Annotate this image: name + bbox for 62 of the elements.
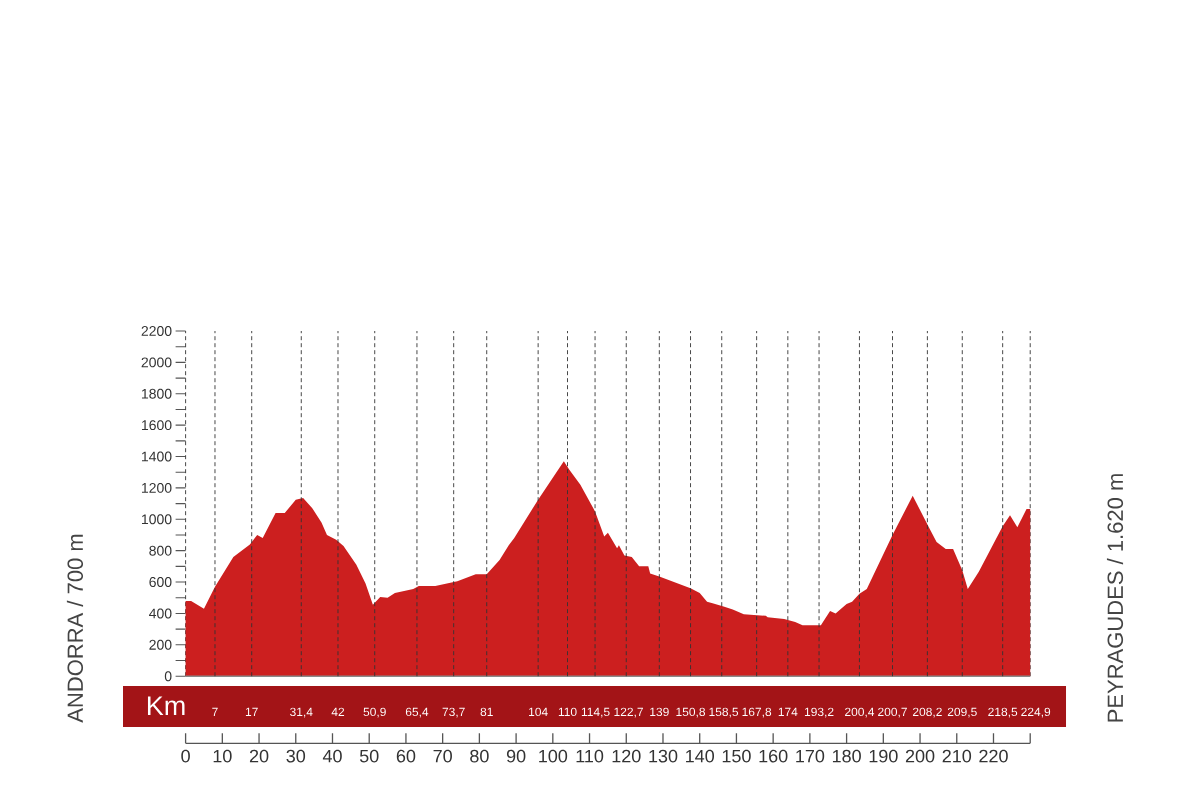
y-tick-label: 1800 [141,388,172,399]
text: 200,7 [878,707,907,718]
y-tick-label: 800 [149,545,172,556]
text: 17 [245,707,258,716]
text: 110 [558,707,577,717]
text: 200,4 [845,707,875,718]
text: 139 [650,707,669,717]
text: 208,2 [912,707,942,718]
x-tick-label: 60 [396,749,416,763]
y-tick-label: 400 [149,608,172,619]
x-tick-label: 200 [905,749,935,763]
x-tick-label: 140 [686,749,715,763]
text: 7 [212,707,218,716]
x-tick-label: 190 [869,749,898,763]
text: 114,5 [581,707,610,718]
x-tick-label: 100 [539,749,568,763]
x-tick-label: 80 [470,749,489,763]
text: 104 [529,707,548,717]
x-tick-label: 160 [759,749,788,763]
x-tick-label: 130 [649,749,678,763]
x-tick-label: 180 [832,749,861,763]
y-tick-label: 2000 [141,357,172,368]
text: 167,8 [742,707,772,718]
x-tick-label: 20 [249,749,269,763]
y-tick-label: 200 [149,639,172,650]
x-tick-label: 210 [942,749,972,763]
x-tick-label: 170 [796,749,825,763]
x-tick-label: 40 [322,749,342,763]
x-tick-label: 90 [506,749,526,763]
y-tick-label: 1400 [141,451,172,462]
x-axis-title: Km [147,696,185,715]
text: 150,8 [676,707,706,718]
text: ANDORRA / 700 m [66,534,84,723]
x-tick-label: 0 [181,749,190,763]
text: 174 [778,707,798,716]
text: 42 [331,707,345,716]
x-tick-label: 150 [722,749,751,763]
text: 31,4 [290,707,313,718]
y-tick-label: 0 [164,671,172,682]
text: 209,5 [947,707,977,718]
text: 224,9 [1021,707,1051,718]
text: 65,4 [405,707,429,718]
x-tick-label: 110 [576,749,604,763]
y-tick-label: 1600 [141,420,172,431]
x-tick-label: 10 [213,749,232,763]
text: 218,5 [988,707,1018,718]
x-tick-label: 50 [359,749,379,763]
text: 73,7 [442,707,465,718]
x-tick-label: 70 [433,749,452,763]
y-tick-label: 1000 [141,514,172,525]
y-tick-label: 1200 [141,482,172,493]
x-tick-label: 30 [286,749,306,763]
text: 193,2 [804,707,834,718]
text: 81 [480,707,493,717]
text: PEYRAGUDES / 1.620 m [1106,474,1124,722]
text: 122,7 [614,707,643,718]
y-tick-label: 2200 [141,326,172,336]
x-tick-label: 220 [979,749,1008,763]
x-tick-label: 120 [612,749,641,763]
text: 158,5 [709,707,739,718]
text: 50,9 [363,707,386,718]
y-tick-label: 600 [149,577,172,588]
